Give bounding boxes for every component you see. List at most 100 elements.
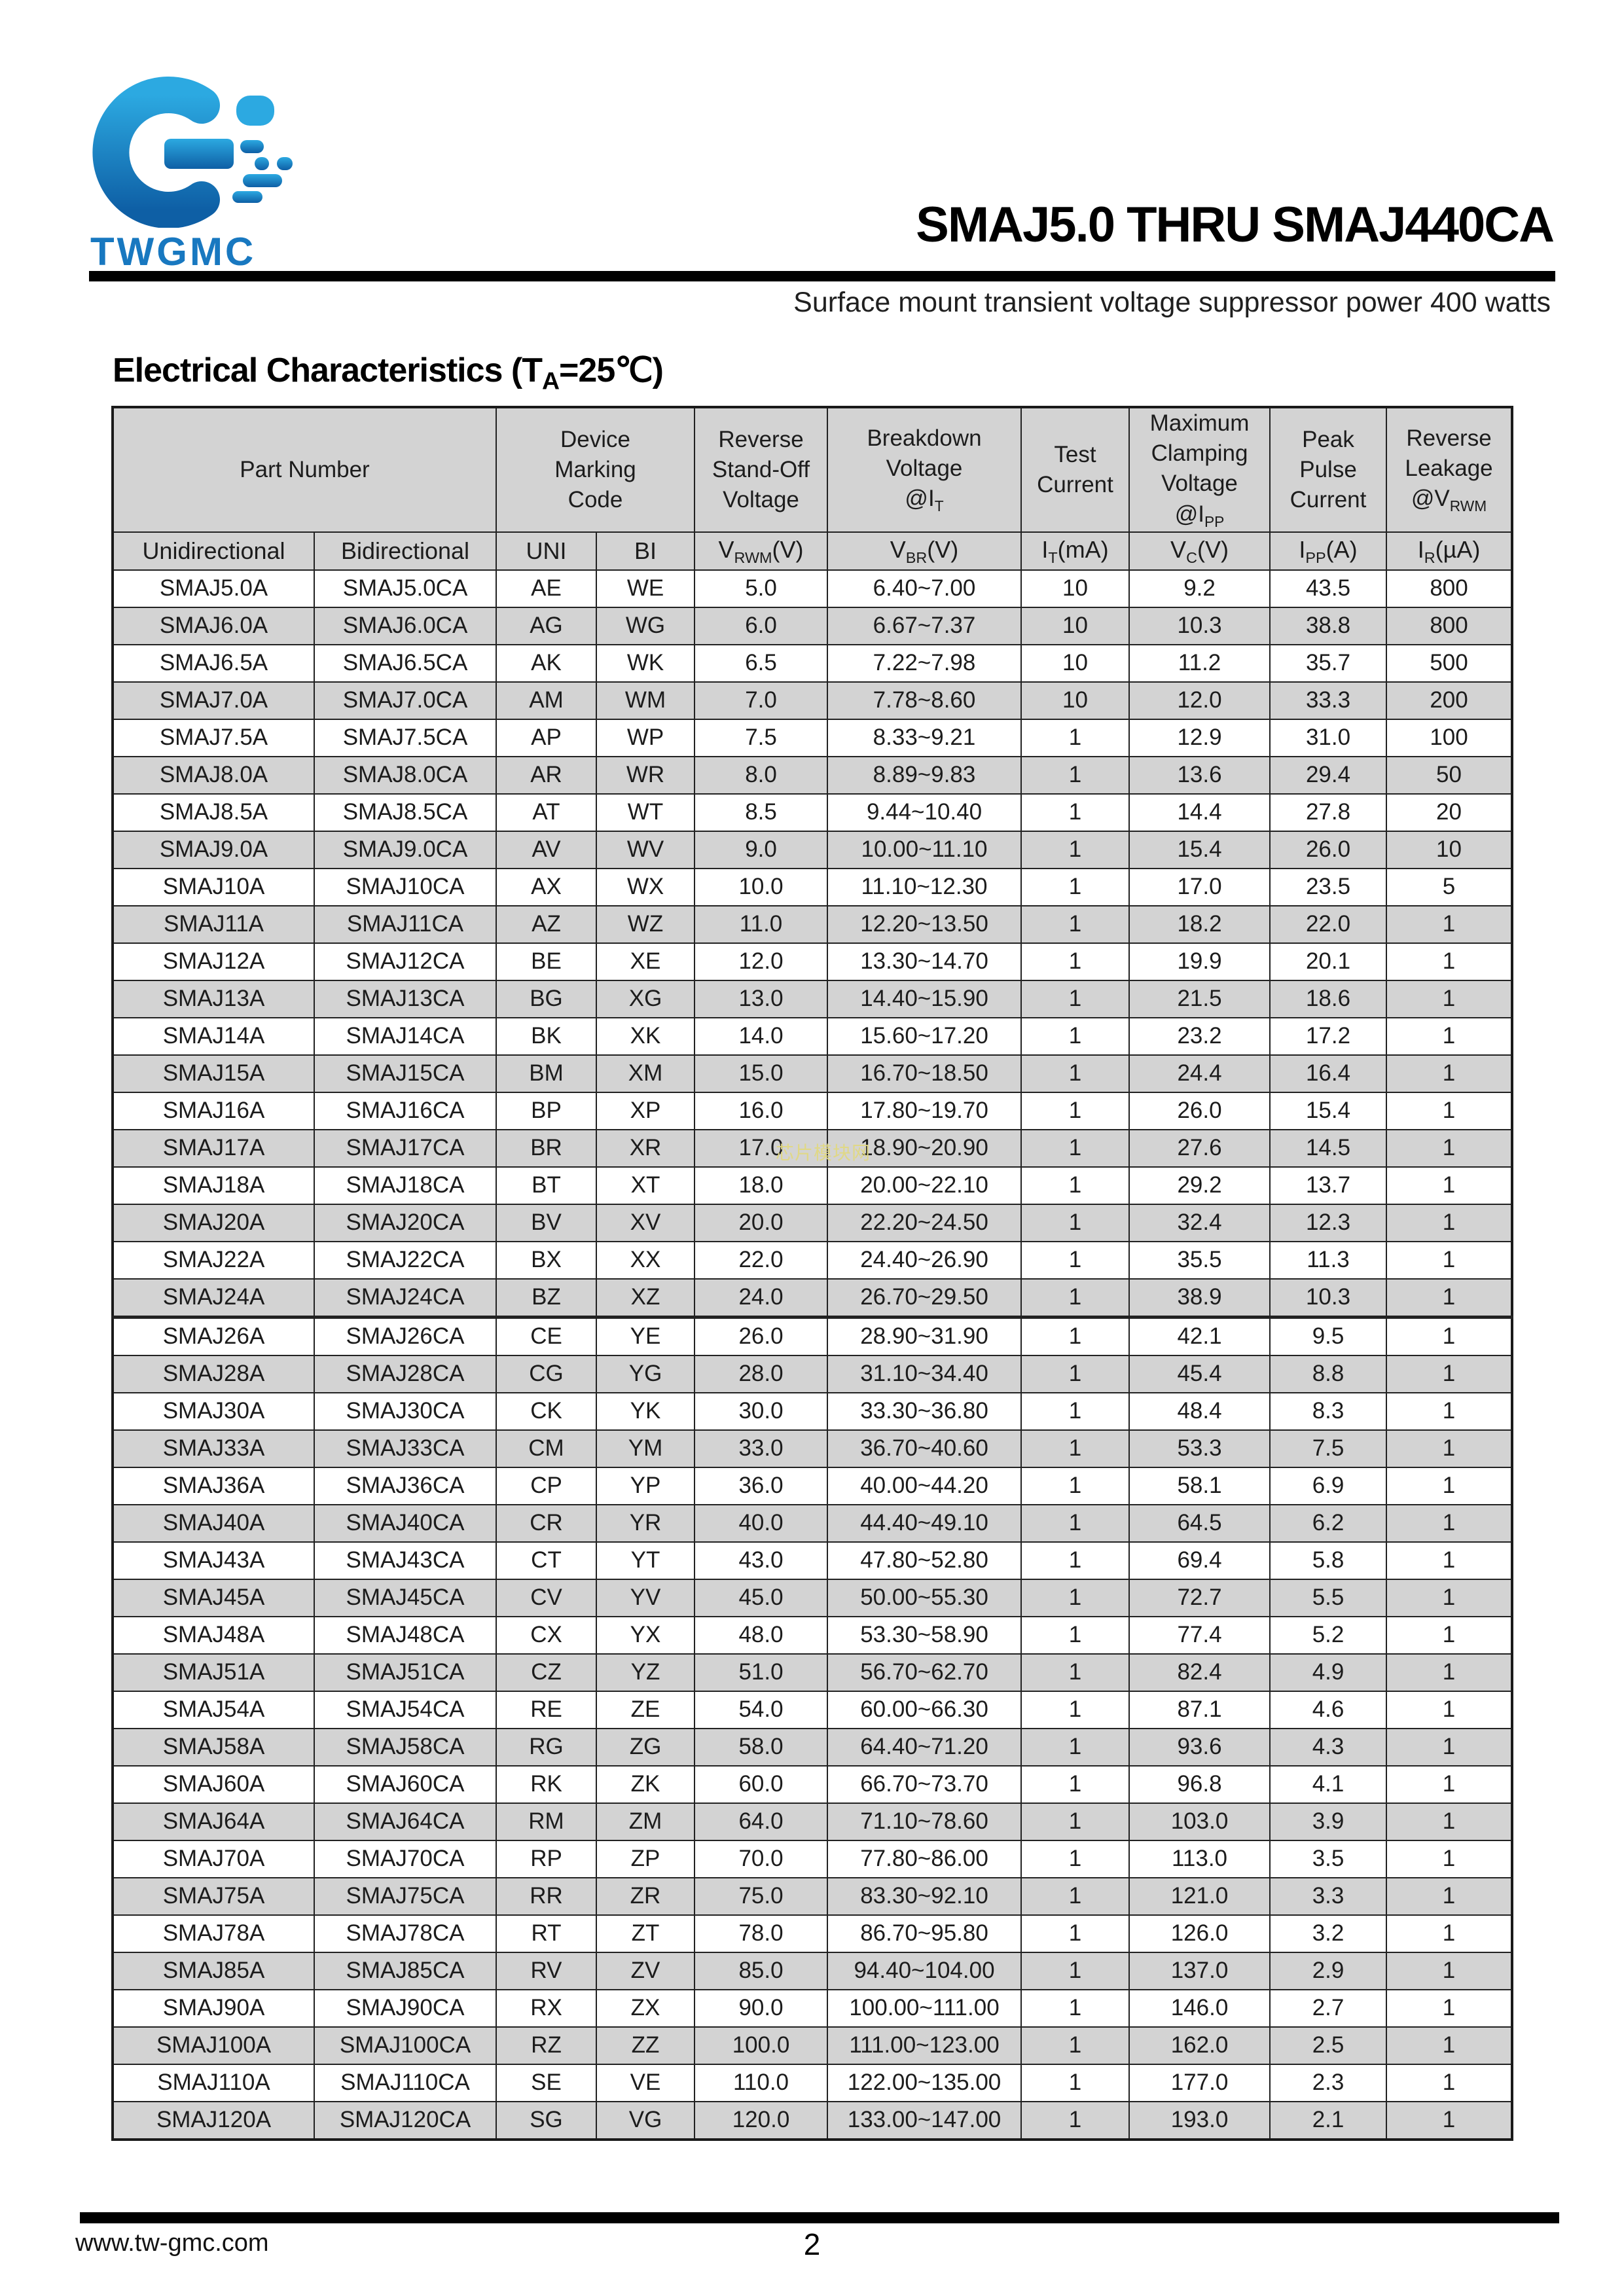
table-cell: 1	[1386, 1503, 1513, 1543]
table-cell: 1	[1386, 1316, 1513, 1356]
table-cell: 69.4	[1128, 1541, 1271, 1580]
table-cell: 33.0	[694, 1429, 829, 1468]
footer-website: www.tw-gmc.com	[75, 2229, 269, 2257]
table-cell: 500	[1386, 643, 1513, 683]
table-cell: 1	[1386, 1278, 1513, 1319]
doc-title: SMAJ5.0 THRU SMAJ440CA	[916, 197, 1555, 253]
table-cell: 800	[1386, 569, 1513, 608]
table-cell: 2.1	[1269, 2100, 1388, 2140]
table-cell: 24.4	[1128, 1054, 1271, 1093]
table-cell: 1	[1386, 1951, 1513, 1990]
table-cell: 1	[1386, 1690, 1513, 1729]
table-cell: 1	[1386, 1354, 1513, 1393]
table-cell: 32.4	[1128, 1203, 1271, 1242]
table-cell: SMAJ13A	[112, 979, 315, 1018]
table-cell: SMAJ8.0CA	[314, 755, 497, 795]
table-cell: SMAJ45A	[112, 1578, 315, 1617]
table-row: SMAJ14A SMAJ14CA BK XK 14.0 15.60~17.20 1 23.2 1…	[112, 1016, 1513, 1056]
table-cell: XE	[595, 942, 696, 981]
table-cell: SMAJ22A	[112, 1240, 315, 1280]
table-cell: 8.3	[1269, 1391, 1388, 1431]
table-cell: XV	[595, 1203, 696, 1242]
table-cell: 1	[1020, 867, 1130, 906]
table-cell: SMAJ18CA	[314, 1166, 497, 1205]
table-cell: 1	[1386, 1128, 1513, 1168]
table-row: SMAJ11A SMAJ11CA AZ WZ 11.0 12.20~13.50 1 18.2 2…	[112, 905, 1513, 944]
table-cell: CV	[496, 1578, 597, 1617]
table-cell: 17.2	[1269, 1016, 1388, 1056]
table-cell: 8.8	[1269, 1354, 1388, 1393]
table-cell: AV	[496, 830, 597, 869]
table-cell: 1	[1386, 1876, 1513, 1916]
table-cell: XG	[595, 979, 696, 1018]
table-row: SMAJ64A SMAJ64CA RM ZM 64.0 71.10~78.60 1 103.0…	[112, 1802, 1513, 1841]
table-cell: BP	[496, 1091, 597, 1130]
sub-header-ir: IR(µA)	[1386, 531, 1513, 571]
table-cell: 1	[1020, 979, 1130, 1018]
table-cell: 83.30~92.10	[827, 1876, 1022, 1916]
table-cell: SMAJ15A	[112, 1054, 315, 1093]
table-cell: 18.2	[1128, 905, 1271, 944]
table-cell: 12.20~13.50	[827, 905, 1022, 944]
table-cell: YV	[595, 1578, 696, 1617]
table-cell: 60.0	[694, 1765, 829, 1804]
table-cell: YX	[595, 1615, 696, 1655]
table-cell: SMAJ12A	[112, 942, 315, 981]
table-cell: SMAJ51A	[112, 1653, 315, 1692]
table-cell: 1	[1386, 1466, 1513, 1505]
table-cell: XM	[595, 1054, 696, 1093]
title-rule	[89, 271, 1555, 281]
table-cell: 33.30~36.80	[827, 1391, 1022, 1431]
table-cell: 9.0	[694, 830, 829, 869]
table-cell: RM	[496, 1802, 597, 1841]
table-cell: 1	[1386, 1988, 1513, 2028]
table-cell: YZ	[595, 1653, 696, 1692]
table-cell: 103.0	[1128, 1802, 1271, 1841]
table-cell: AE	[496, 569, 597, 608]
table-cell: WM	[595, 681, 696, 720]
table-cell: BT	[496, 1166, 597, 1205]
table-cell: YK	[595, 1391, 696, 1431]
table-cell: 110.0	[694, 2063, 829, 2102]
table-cell: 35.7	[1269, 643, 1388, 683]
table-cell: 100.0	[694, 2026, 829, 2065]
table-cell: RR	[496, 1876, 597, 1916]
table-cell: RZ	[496, 2026, 597, 2065]
table-cell: BX	[496, 1240, 597, 1280]
table-cell: 15.60~17.20	[827, 1016, 1022, 1056]
table-cell: RE	[496, 1690, 597, 1729]
table-cell: SMAJ60A	[112, 1765, 315, 1804]
table-cell: 1	[1020, 1876, 1130, 1916]
table-cell: 5.5	[1269, 1578, 1388, 1617]
table-cell: 1	[1386, 942, 1513, 981]
table-cell: 14.4	[1128, 793, 1271, 832]
table-cell: 8.33~9.21	[827, 718, 1022, 757]
table-cell: ZT	[595, 1914, 696, 1953]
table-cell: 22.0	[694, 1240, 829, 1280]
table-cell: 9.2	[1128, 569, 1271, 608]
page-number: 2	[803, 2227, 821, 2261]
table-cell: SMAJ20CA	[314, 1203, 497, 1242]
table-cell: 15.0	[694, 1054, 829, 1093]
table-cell: 8.5	[694, 793, 829, 832]
table-cell: 70.0	[694, 1839, 829, 1878]
table-cell: XX	[595, 1240, 696, 1280]
table-cell: 122.00~135.00	[827, 2063, 1022, 2102]
table-cell: SMAJ5.0A	[112, 569, 315, 608]
table-cell: AM	[496, 681, 597, 720]
table-cell: SMAJ58A	[112, 1727, 315, 1767]
table-cell: ZR	[595, 1876, 696, 1916]
table-cell: 82.4	[1128, 1653, 1271, 1692]
sub-header-vbr: VBR(V)	[827, 531, 1022, 571]
table-cell: 1	[1386, 1429, 1513, 1468]
table-cell: 2.7	[1269, 1988, 1388, 2028]
table-cell: 1	[1386, 1802, 1513, 1841]
table-cell: SMAJ30A	[112, 1391, 315, 1431]
table-cell: 18.6	[1269, 979, 1388, 1018]
table-cell: 77.80~86.00	[827, 1839, 1022, 1878]
table-cell: SMAJ120A	[112, 2100, 315, 2140]
table-cell: 13.6	[1128, 755, 1271, 795]
table-cell: 121.0	[1128, 1876, 1271, 1916]
table-cell: XR	[595, 1128, 696, 1168]
table-cell: 800	[1386, 606, 1513, 645]
